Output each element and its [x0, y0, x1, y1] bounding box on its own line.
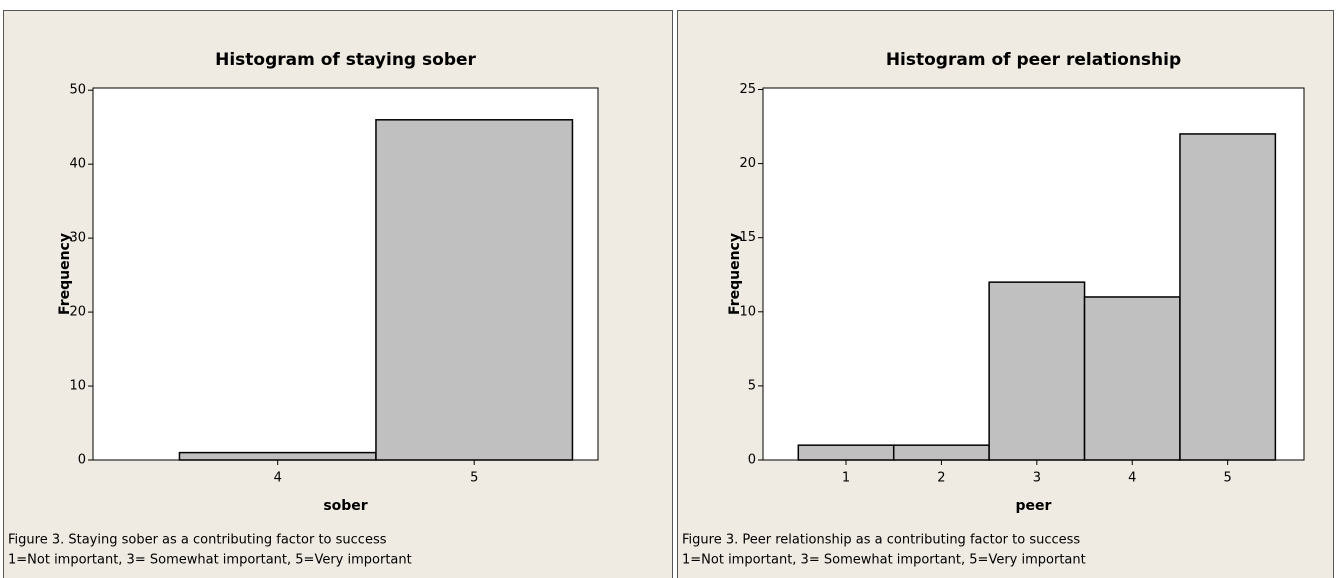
- y-tick-label: 0: [748, 453, 756, 468]
- caption-line: Figure 3. Staying sober as a contributin…: [8, 533, 387, 548]
- x-tick-label: 5: [470, 471, 478, 486]
- x-tick-label: 4: [1128, 471, 1136, 486]
- x-tick-label: 4: [274, 471, 282, 486]
- y-tick-label: 40: [69, 157, 86, 172]
- bar: [892, 444, 990, 461]
- y-tick-label: 15: [739, 230, 756, 245]
- bar: [178, 451, 377, 461]
- chart-title: Histogram of peer relationship: [886, 50, 1181, 70]
- y-tick-label: 10: [69, 379, 86, 394]
- y-axis-label: Frequency: [57, 233, 73, 315]
- x-tick-label: 2: [937, 471, 945, 486]
- y-tick-label: 20: [69, 305, 86, 320]
- y-axis-label: Frequency: [727, 233, 743, 315]
- bar: [375, 119, 574, 461]
- x-tick-label: 3: [1033, 471, 1041, 486]
- bar: [988, 281, 1086, 461]
- caption-line: 1=Not important, 3= Somewhat important, …: [682, 553, 1086, 568]
- y-tick-label: 10: [739, 304, 756, 319]
- bar: [1083, 296, 1181, 461]
- bar: [1179, 133, 1277, 461]
- caption-line: 1=Not important, 3= Somewhat important, …: [8, 553, 412, 568]
- bar: [797, 444, 895, 461]
- x-tick-label: 1: [842, 471, 850, 486]
- y-tick-label: 30: [69, 231, 86, 246]
- y-tick-label: 25: [739, 82, 756, 97]
- caption-line: Figure 3. Peer relationship as a contrib…: [682, 533, 1080, 548]
- y-tick-label: 20: [739, 156, 756, 171]
- y-tick-label: 5: [748, 378, 756, 393]
- x-axis-label: peer: [1016, 498, 1052, 514]
- y-tick-label: 50: [69, 83, 86, 98]
- x-tick-label: 5: [1224, 471, 1232, 486]
- chart-title: Histogram of staying sober: [215, 50, 476, 70]
- y-tick-label: 0: [78, 453, 86, 468]
- x-axis-label: sober: [323, 498, 367, 514]
